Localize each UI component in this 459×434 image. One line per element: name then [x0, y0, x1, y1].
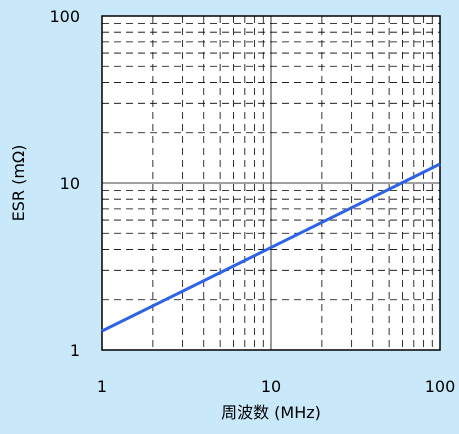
x-tick-label: 100 [425, 377, 456, 396]
x-tick-label: 10 [261, 377, 281, 396]
y-tick-labels: 100 10 1 [49, 7, 80, 360]
x-tick-labels: 1 10 100 [97, 377, 455, 396]
series-line [101, 162, 441, 333]
y-tick-label: 100 [49, 7, 80, 26]
y-axis-label: ESR (mΩ) [9, 145, 28, 222]
grid-lines [102, 16, 440, 350]
series-group [101, 162, 441, 333]
x-axis-label: 周波数 (MHz) [221, 403, 321, 422]
y-tick-label: 10 [60, 174, 80, 193]
x-tick-label: 1 [97, 377, 107, 396]
y-tick-label: 1 [70, 341, 80, 360]
